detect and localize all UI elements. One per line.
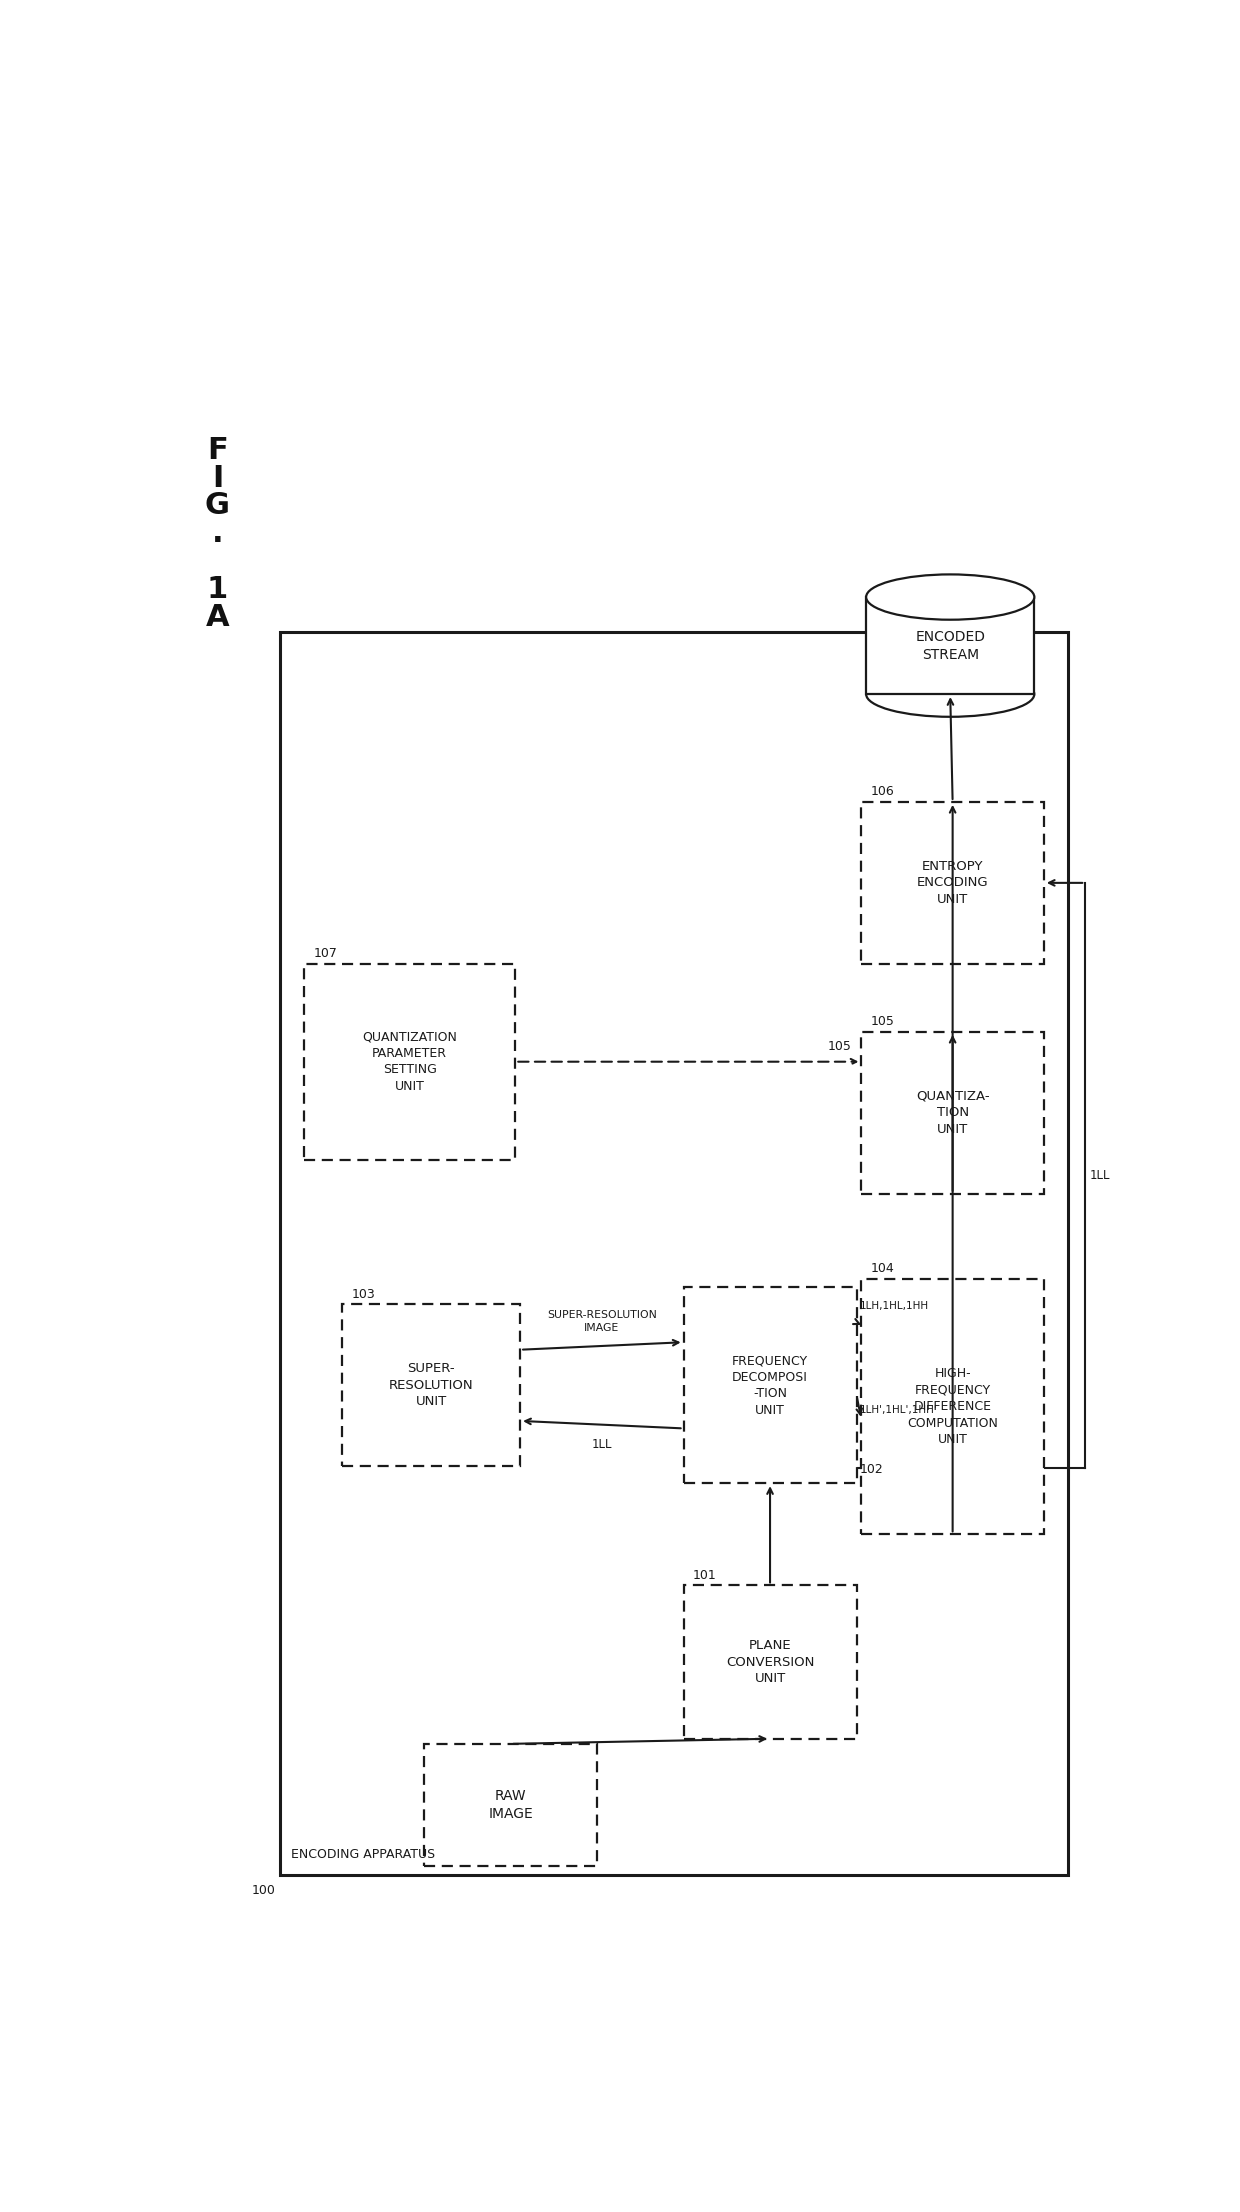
- FancyBboxPatch shape: [862, 1031, 1044, 1194]
- Ellipse shape: [866, 672, 1034, 717]
- Text: 100: 100: [252, 1885, 275, 1896]
- FancyBboxPatch shape: [862, 803, 1044, 964]
- Text: 107: 107: [314, 947, 337, 960]
- Text: 104: 104: [870, 1263, 895, 1274]
- FancyBboxPatch shape: [866, 597, 1034, 695]
- Text: 106: 106: [870, 785, 895, 799]
- FancyBboxPatch shape: [424, 1743, 596, 1867]
- Text: QUANTIZATION
PARAMETER
SETTING
UNIT: QUANTIZATION PARAMETER SETTING UNIT: [362, 1031, 458, 1093]
- Text: SUPER-
RESOLUTION
UNIT: SUPER- RESOLUTION UNIT: [389, 1363, 474, 1409]
- Text: 105: 105: [870, 1015, 895, 1029]
- Text: SUPER-RESOLUTION
IMAGE: SUPER-RESOLUTION IMAGE: [547, 1310, 657, 1332]
- Text: F
I
G
.
 
1
A: F I G . 1 A: [205, 436, 229, 633]
- FancyBboxPatch shape: [683, 1287, 857, 1484]
- FancyBboxPatch shape: [342, 1305, 521, 1467]
- Text: QUANTIZA-
TION
UNIT: QUANTIZA- TION UNIT: [916, 1091, 990, 1135]
- Text: PLANE
CONVERSION
UNIT: PLANE CONVERSION UNIT: [725, 1639, 815, 1686]
- Text: 101: 101: [693, 1568, 717, 1582]
- Ellipse shape: [866, 575, 1034, 619]
- Text: 105: 105: [828, 1040, 852, 1053]
- Text: ENCODED
STREAM: ENCODED STREAM: [915, 630, 986, 661]
- Text: FREQUENCY
DECOMPOSI
-TION
UNIT: FREQUENCY DECOMPOSI -TION UNIT: [732, 1354, 808, 1416]
- FancyBboxPatch shape: [862, 1279, 1044, 1535]
- Text: 1LH',1HL',1HH': 1LH',1HL',1HH': [859, 1405, 937, 1416]
- Text: 103: 103: [352, 1287, 376, 1301]
- Text: 1LL: 1LL: [591, 1438, 613, 1451]
- Text: ENTROPY
ENCODING
UNIT: ENTROPY ENCODING UNIT: [916, 860, 988, 907]
- FancyBboxPatch shape: [304, 964, 516, 1159]
- Text: 1LH,1HL,1HH: 1LH,1HL,1HH: [859, 1301, 929, 1312]
- Text: 102: 102: [859, 1462, 883, 1475]
- FancyBboxPatch shape: [280, 633, 1068, 1876]
- Text: ENCODING APPARATUS: ENCODING APPARATUS: [291, 1849, 435, 1860]
- Text: HIGH-
FREQUENCY
DIFFERENCE
COMPUTATION
UNIT: HIGH- FREQUENCY DIFFERENCE COMPUTATION U…: [908, 1367, 998, 1447]
- Text: 1LL: 1LL: [1090, 1168, 1111, 1181]
- Text: RAW
IMAGE: RAW IMAGE: [489, 1790, 533, 1820]
- FancyBboxPatch shape: [683, 1586, 857, 1739]
